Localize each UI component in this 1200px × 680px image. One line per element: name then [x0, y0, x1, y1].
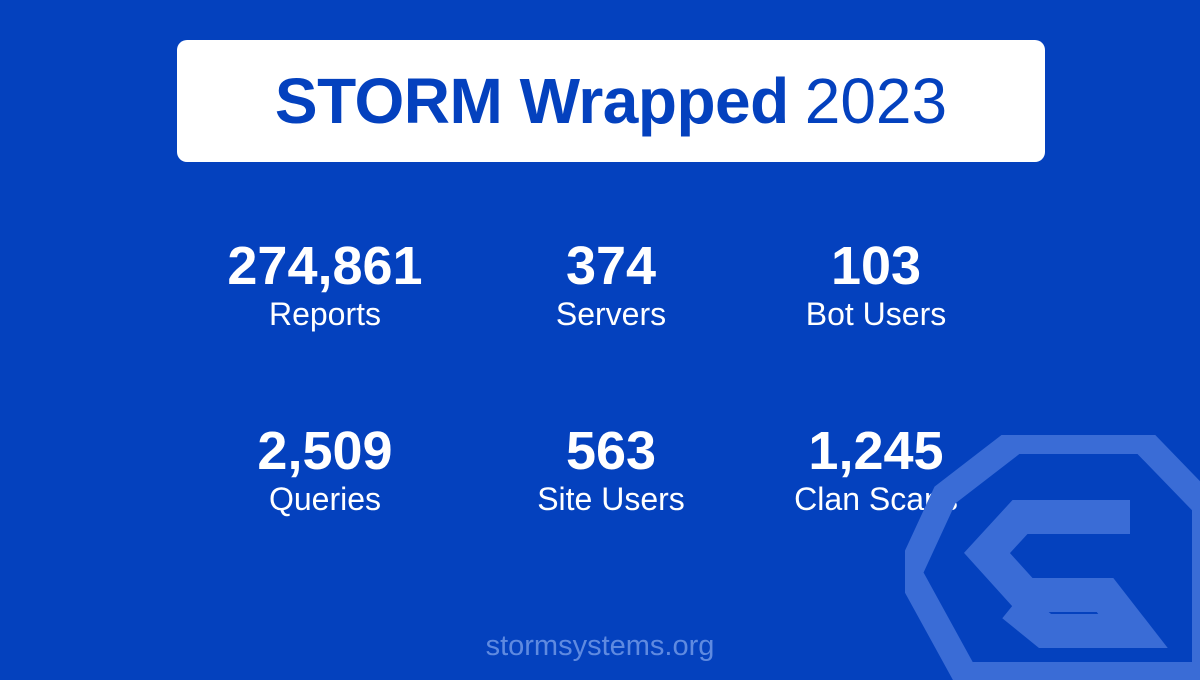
stat-label: Queries [268, 481, 382, 517]
stat-value: 374 [565, 236, 657, 296]
stat-site-users: 563 Site Users [461, 423, 761, 519]
stat-value: 1,245 [808, 421, 944, 481]
stat-value: 103 [830, 236, 922, 296]
stat-value: 563 [565, 421, 657, 481]
stat-bot-users: 103 Bot Users [726, 238, 1026, 334]
stat-value: 2,509 [257, 421, 393, 481]
stat-reports: 274,861 Reports [175, 238, 475, 334]
stat-queries: 2,509 Queries [175, 423, 475, 519]
stat-label: Bot Users [805, 296, 947, 332]
footer-url: stormsystems.org [485, 630, 715, 662]
stat-value: 274,861 [227, 236, 423, 296]
title-year: 2023 [804, 65, 948, 137]
title-text: STORM Wrapped [274, 65, 789, 137]
title-card: STORM Wrapped 2023 [177, 40, 1045, 162]
stat-label: Servers [555, 296, 667, 332]
stat-servers: 374 Servers [461, 238, 761, 334]
stat-label: Site Users [537, 481, 685, 517]
stat-label: Reports [268, 296, 382, 332]
